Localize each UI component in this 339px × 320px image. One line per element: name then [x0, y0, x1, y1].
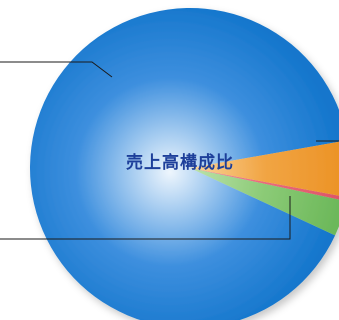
pie-slice-4 — [190, 141, 339, 196]
slice-layer — [30, 8, 339, 320]
leader-layer — [0, 61, 339, 240]
pie-slice-2 — [190, 168, 339, 236]
pie-slice-1 — [30, 8, 339, 320]
pie-slice-3 — [190, 168, 339, 200]
chart-title: 売上高構成比 — [126, 153, 234, 173]
leader-line-3 — [0, 196, 291, 240]
leader-line-1 — [0, 61, 113, 78]
